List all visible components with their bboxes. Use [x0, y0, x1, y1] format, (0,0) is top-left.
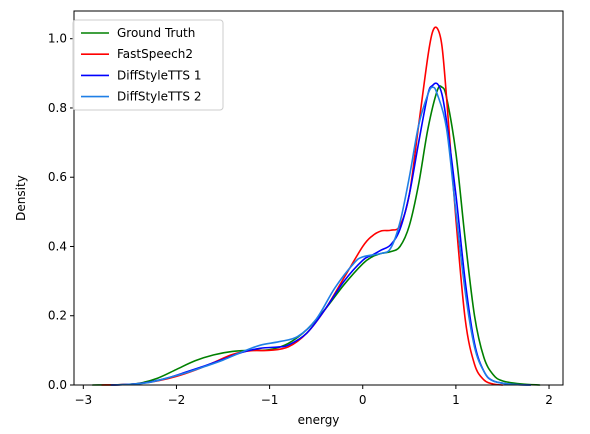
x-tick-label: 1	[452, 393, 460, 407]
legend-label-1: Ground Truth	[117, 26, 195, 40]
x-tick-label: −3	[74, 393, 92, 407]
legend-label-4: DiffStyleTTS 2	[117, 90, 202, 104]
legend-label-3: DiffStyleTTS 1	[117, 68, 202, 82]
y-tick-label: 0.0	[48, 378, 67, 392]
x-tick-label: −2	[168, 393, 186, 407]
series-line-3	[110, 82, 532, 386]
axes-layer: −3 −2 −1 0 1 2 0.0 0.2 0.4 0.6 0.8 1.0	[48, 10, 564, 407]
plot-frame	[73, 10, 564, 386]
x-tick-label: 0	[359, 393, 367, 407]
y-tick-label: 0.4	[48, 239, 67, 253]
y-tick-label: 0.8	[48, 101, 67, 115]
series-line-4	[110, 86, 532, 386]
y-tick-label: 0.6	[48, 170, 67, 184]
y-tick-label: 0.2	[48, 309, 67, 323]
x-tick-label: 2	[545, 393, 553, 407]
y-tick-label: 1.0	[48, 32, 67, 46]
x-tick-label: −1	[261, 393, 279, 407]
legend: Ground Truth FastSpeech2 DiffStyleTTS 1 Dif…	[72, 19, 224, 111]
x-axis-label: energy	[298, 413, 340, 427]
series-layer	[91, 26, 541, 386]
y-axis-label: Density	[14, 175, 28, 221]
legend-box	[72, 19, 224, 111]
legend-label-2: FastSpeech2	[117, 47, 193, 61]
